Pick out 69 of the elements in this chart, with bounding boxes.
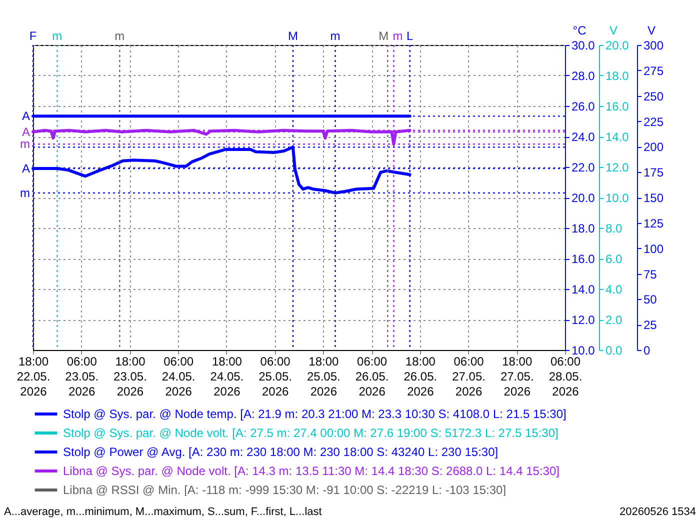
ref-line-label: m	[20, 137, 30, 152]
ref-line-label: m	[114, 29, 125, 43]
ref-line-label: L	[406, 29, 414, 43]
ref-line-label: m	[52, 29, 62, 43]
y-tick-label: 20.0	[572, 191, 596, 205]
ref-line-label: m	[20, 186, 30, 200]
y3-tick-label: 75	[644, 267, 658, 282]
legend-label: Libna @ Sys. par. @ Node volt. [A: 14.3 m: 13.5 11:30 M: 14.4 18:30 S: 2688.0 L: 14.4 15:30]	[63, 464, 560, 478]
ref-line-label: F	[29, 29, 37, 43]
y3-tick-label: 50	[644, 292, 658, 307]
x-tick-label: 06:00 23.05. 2026	[65, 354, 99, 398]
y-tick-label: 10.0	[572, 344, 596, 358]
y-tick-label: 28.0	[572, 69, 596, 83]
y3-tick-label: 200	[644, 140, 664, 154]
y2-tick-label: 2.0	[606, 313, 623, 327]
y3-tick-label: 100	[644, 242, 664, 256]
ref-line-label: A	[22, 162, 30, 176]
ref-line-label: m	[392, 29, 403, 43]
y3-tick-label: 25	[644, 318, 658, 332]
y3-tick-label: 300	[644, 38, 664, 52]
x-tick-label: 06:00 26.05. 2026	[355, 354, 389, 398]
y-axis-title: °C	[572, 24, 587, 38]
ref-line-label: m	[330, 29, 340, 43]
y2-tick-label: 4.0	[606, 282, 623, 296]
y3-tick-label: 0	[644, 344, 650, 358]
y-tick-label: 16.0	[572, 252, 596, 266]
y3-tick-label: 275	[644, 64, 664, 78]
y2-tick-label: 20.0	[606, 38, 630, 52]
ref-line-label: A	[22, 124, 30, 139]
ref-line-label: M	[378, 29, 389, 43]
legend-label: Stolp @ Power @ Avg. [A: 230 m: 230 18:00 M: 230 18:00 S: 43240 L: 230 15:30]	[63, 445, 498, 459]
y-tick-label: 26.0	[572, 100, 596, 114]
x-tick-label: 18:00 27.05. 2026	[500, 354, 534, 398]
x-tick-label: 06:00 24.05. 2026	[162, 354, 196, 398]
text: 20260526 1534	[620, 506, 696, 518]
ref-line-label: M	[288, 29, 298, 43]
y3-tick-label: 125	[644, 216, 664, 230]
text: A...average, m...minimum, M...maximum, S...sum, F...first, L...last	[4, 506, 322, 518]
y2-axis-title: V	[609, 24, 618, 38]
x-tick-label: 18:00 26.05. 2026	[404, 354, 438, 398]
legend-label: Stolp @ Sys. par. @ Node temp. [A: 21.9 m: 20.3 21:00 M: 23.3 10:30 S: 4108.0 L: 21.5 15:30]	[63, 407, 566, 421]
y-tick-label: 30.0	[572, 38, 596, 52]
y3-tick-label: 225	[644, 114, 664, 129]
y2-tick-label: 8.0	[606, 222, 623, 236]
y2-tick-label: 16.0	[606, 100, 630, 114]
y-tick-label: 12.0	[572, 313, 596, 327]
y-tick-label: 24.0	[572, 130, 596, 144]
x-tick-label: 18:00 24.05. 2026	[210, 354, 244, 398]
y2-tick-label: 14.0	[606, 130, 630, 144]
y3-tick-label: 150	[644, 191, 664, 205]
y-tick-label: 18.0	[572, 222, 596, 236]
y3-axis-title: V	[647, 24, 656, 38]
y-tick-label: 14.0	[572, 282, 596, 296]
y2-tick-label: 18.0	[606, 69, 630, 83]
x-tick-label: 06:00 25.05. 2026	[258, 354, 292, 398]
y-tick-label: 22.0	[572, 160, 596, 174]
x-tick-label: 06:00 27.05. 2026	[452, 354, 486, 398]
y2-tick-label: 0.0	[606, 344, 623, 358]
y3-tick-label: 250	[644, 89, 664, 104]
x-tick-label: 18:00 22.05. 2026	[16, 354, 50, 398]
y2-tick-label: 10.0	[606, 191, 630, 205]
x-tick-label: 18:00 23.05. 2026	[114, 354, 147, 398]
y2-tick-label: 12.0	[606, 160, 630, 174]
ref-line-label: A	[22, 109, 30, 124]
x-tick-label: 18:00 25.05. 2026	[306, 354, 340, 398]
y2-tick-label: 6.0	[606, 252, 623, 266]
legend-label: Stolp @ Sys. par. @ Node volt. [A: 27.5 m: 27.4 00:00 M: 27.6 19:00 S: 5172.3 L: 27.5 15:30]	[63, 426, 558, 440]
y3-tick-label: 175	[644, 166, 664, 180]
x-tick-label: 06:00 28.05. 2026	[548, 354, 582, 398]
